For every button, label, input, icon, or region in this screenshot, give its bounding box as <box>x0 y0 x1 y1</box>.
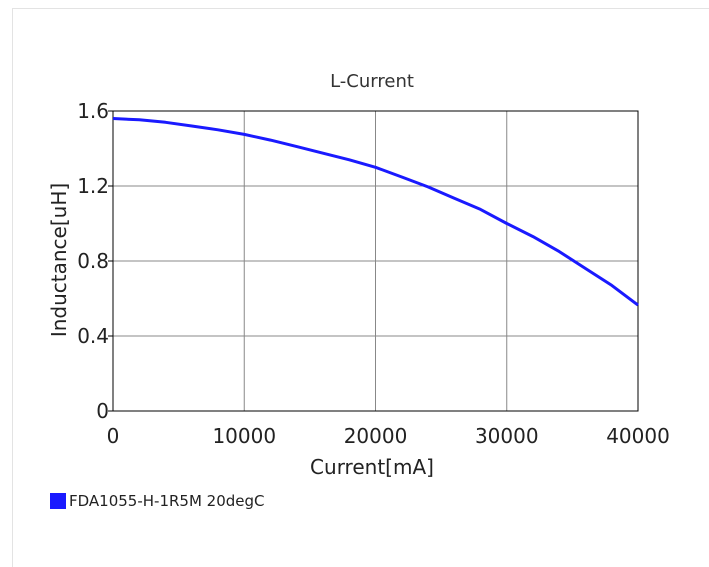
chart-title: L-Current <box>330 71 414 92</box>
y-tick-label: 0.8 <box>77 249 109 273</box>
legend-swatch <box>50 493 66 509</box>
ticks: 0 10000 20000 30000 40000 0 0.4 0.8 1.2 1.6 <box>77 99 670 448</box>
chart-frame <box>12 8 709 567</box>
x-tick-label: 40000 <box>606 424 670 448</box>
legend-label: FDA1055-H-1R5M 20degC <box>69 492 265 510</box>
series <box>112 117 639 307</box>
x-tick-label: 0 <box>107 424 120 448</box>
x-tick-label: 10000 <box>212 424 276 448</box>
x-axis-label: Current[mA] <box>310 455 434 479</box>
y-tick-label: 1.6 <box>77 99 109 123</box>
y-tick-label: 0 <box>96 399 109 423</box>
grid <box>113 111 638 411</box>
x-tick-label: 30000 <box>475 424 539 448</box>
x-tick-label: 20000 <box>344 424 408 448</box>
series-line <box>112 117 639 307</box>
y-tick-label: 1.2 <box>77 174 109 198</box>
y-tick-label: 0.4 <box>77 324 109 348</box>
y-axis-label: Inductance[uH] <box>47 183 71 337</box>
legend: FDA1055-H-1R5M 20degC <box>50 492 265 510</box>
